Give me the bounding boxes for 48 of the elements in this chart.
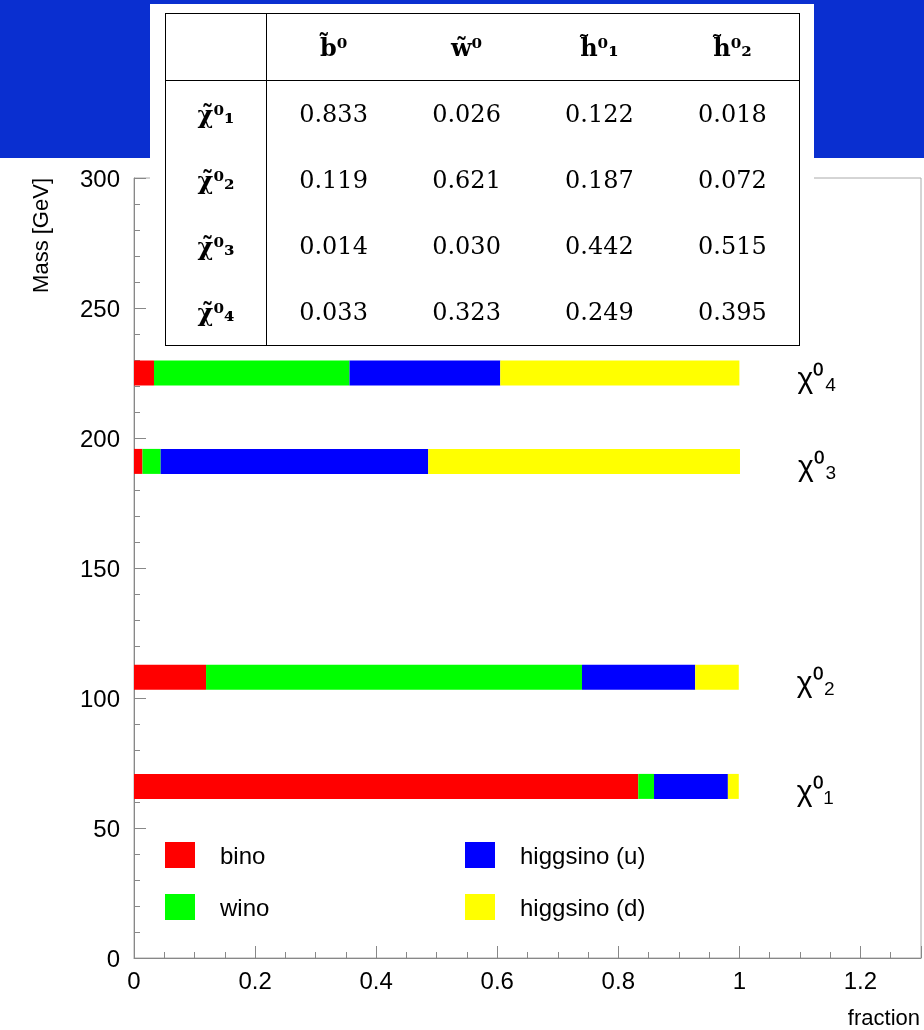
text: 0.122 bbox=[564, 99, 635, 130]
y-axis-title: Mass [GeV] bbox=[27, 178, 53, 293]
annotation: χ⁰₄ bbox=[797, 360, 837, 394]
annotation: 0.187 bbox=[564, 165, 635, 196]
y-tick-label: 50 bbox=[93, 814, 120, 842]
category-label: b̃⁰ bbox=[318, 31, 349, 64]
annotation: 0.014 bbox=[298, 231, 369, 262]
x-tick-label: 1 bbox=[732, 966, 747, 994]
category-label: χ̃⁰₃ bbox=[197, 231, 235, 261]
annotation: 0.515 bbox=[697, 231, 768, 262]
x-tick-label: 0.2 bbox=[238, 966, 272, 994]
annotation: 0.033 bbox=[298, 297, 369, 328]
annotation: 0.030 bbox=[431, 231, 502, 262]
category-label: h̃⁰₂ bbox=[712, 31, 753, 64]
category-label: w̃⁰ bbox=[449, 31, 484, 64]
annotation: χ⁰₁ bbox=[796, 773, 834, 807]
annotation: 0.442 bbox=[564, 231, 635, 262]
y-tick-label: 200 bbox=[79, 424, 120, 452]
category-label: h̃⁰₁ bbox=[579, 31, 620, 64]
annotation: 0.323 bbox=[431, 297, 502, 328]
x-tick-label: 0.8 bbox=[601, 966, 635, 994]
annotation: 0.621 bbox=[431, 165, 502, 196]
text: 0.026 bbox=[431, 99, 502, 130]
annotation: 0.395 bbox=[697, 297, 768, 328]
x-tick-label: 0 bbox=[127, 966, 141, 994]
legend-label: bino bbox=[220, 841, 266, 869]
annotation: 0.072 bbox=[697, 165, 768, 196]
y-tick-label: 250 bbox=[79, 294, 120, 322]
x-tick-label: 0.6 bbox=[480, 966, 514, 994]
y-tick-label: 100 bbox=[79, 684, 120, 712]
category-label: χ̃⁰₁ bbox=[197, 99, 235, 129]
legend-label: higgsino (u) bbox=[520, 841, 646, 869]
annotation: χ⁰₃ bbox=[797, 448, 837, 482]
annotation: 0.249 bbox=[564, 297, 635, 328]
category-label: χ̃⁰₄ bbox=[197, 297, 235, 327]
legend-label: wino bbox=[219, 893, 270, 921]
x-tick-label: 1.2 bbox=[843, 966, 878, 994]
text: 0.018 bbox=[697, 99, 768, 130]
category-label: χ̃⁰₂ bbox=[197, 165, 235, 195]
x-tick-label: 0.4 bbox=[359, 966, 393, 994]
annotation: 0.119 bbox=[298, 165, 369, 196]
y-tick-label: 0 bbox=[106, 944, 120, 972]
y-tick-label: 150 bbox=[79, 554, 120, 582]
text: 0.833 bbox=[298, 99, 369, 130]
x-axis-title: fraction bbox=[847, 1004, 921, 1030]
annotation: χ⁰₂ bbox=[796, 664, 836, 698]
y-tick-label: 300 bbox=[79, 164, 120, 192]
legend-label: higgsino (d) bbox=[520, 893, 646, 921]
